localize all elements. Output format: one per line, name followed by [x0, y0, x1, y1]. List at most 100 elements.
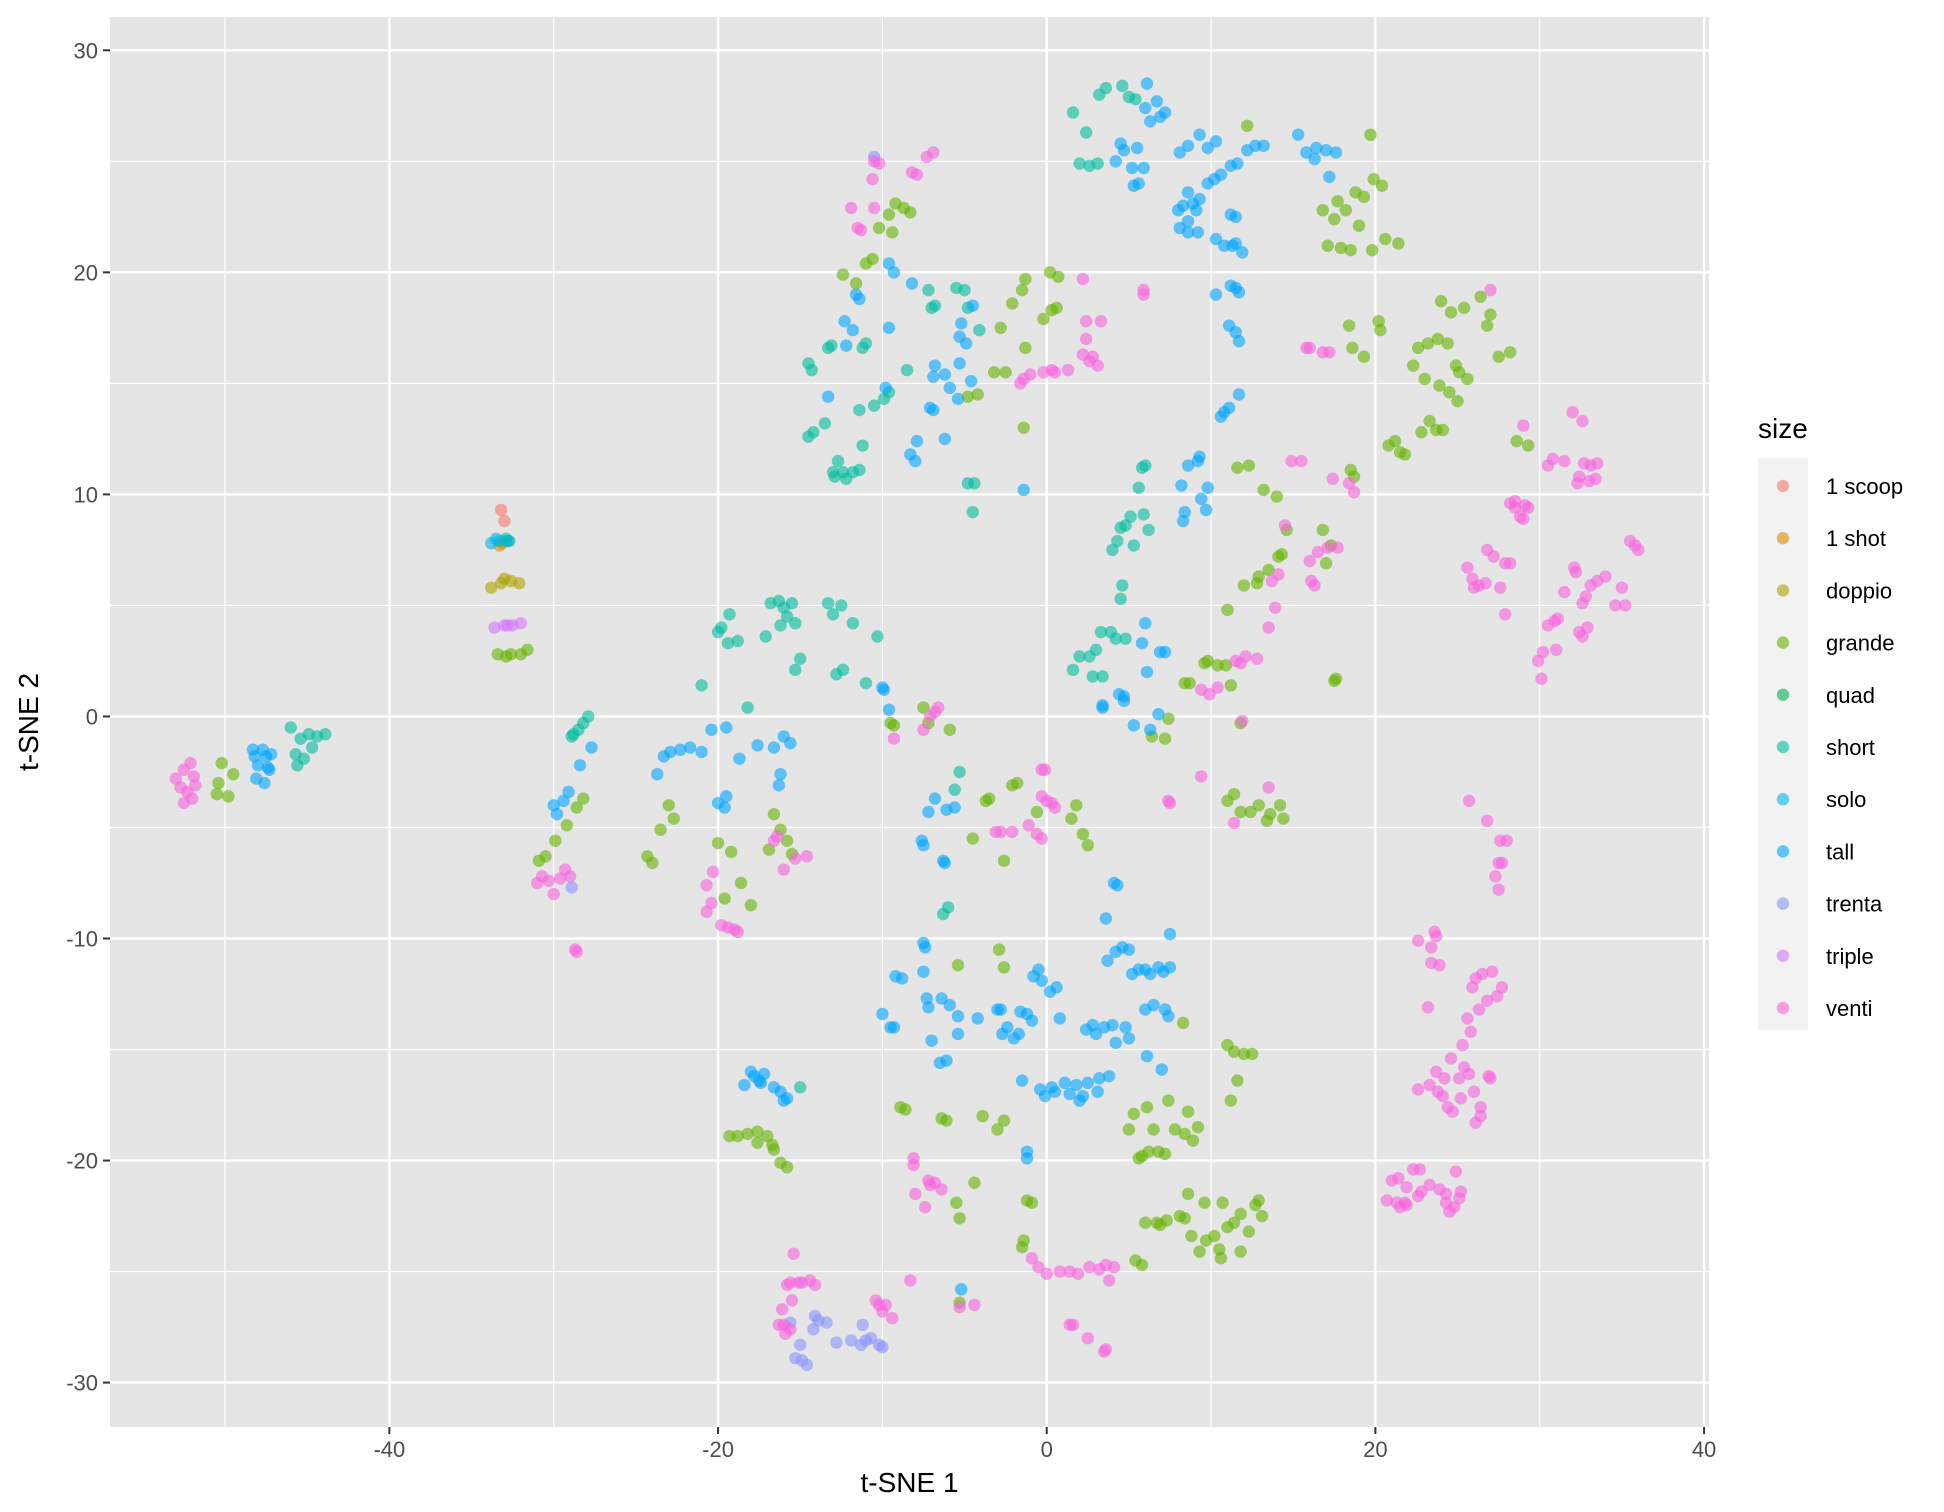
data-point	[1411, 1083, 1425, 1096]
legend-key	[1776, 740, 1790, 754]
data-point	[966, 505, 979, 519]
data-point	[1127, 539, 1141, 552]
data-point	[1079, 126, 1093, 139]
data-point	[895, 972, 909, 985]
data-point	[968, 1298, 981, 1312]
data-point	[784, 1323, 797, 1336]
data-point	[662, 799, 675, 812]
data-point	[1421, 1001, 1435, 1014]
data-point	[1224, 1094, 1237, 1107]
data-point	[1162, 1094, 1175, 1107]
legend-key	[1776, 949, 1790, 962]
data-point	[1020, 1152, 1034, 1165]
data-point	[943, 998, 956, 1012]
data-point	[1231, 157, 1244, 170]
data-point	[1599, 570, 1612, 583]
data-point	[718, 801, 731, 814]
data-point	[1209, 232, 1223, 246]
data-point	[1122, 1032, 1136, 1045]
data-point	[1175, 479, 1188, 492]
data-point	[1551, 612, 1565, 625]
data-point	[1140, 665, 1154, 679]
data-point	[1257, 483, 1270, 497]
data-point	[1096, 670, 1109, 683]
data-point	[1229, 210, 1242, 224]
y-tick-label: -30	[66, 1371, 98, 1396]
data-point	[733, 752, 746, 765]
data-point	[1066, 106, 1080, 119]
data-point	[922, 805, 935, 819]
data-point	[856, 439, 869, 452]
data-point	[585, 741, 598, 754]
data-point	[1117, 144, 1131, 157]
data-point	[846, 323, 860, 337]
data-point	[1198, 656, 1211, 670]
data-point	[1119, 632, 1132, 645]
data-point	[780, 610, 794, 623]
data-point	[1152, 708, 1165, 721]
data-point	[774, 767, 787, 781]
data-point	[955, 1283, 968, 1296]
data-point	[1117, 694, 1131, 708]
data-point	[1227, 816, 1241, 830]
data-point	[1006, 297, 1019, 310]
data-point	[1163, 927, 1177, 941]
data-point	[1453, 1072, 1466, 1085]
data-point	[521, 643, 534, 657]
data-point	[1083, 1260, 1096, 1274]
data-point	[859, 1334, 873, 1347]
data-point	[1019, 341, 1032, 355]
data-point	[1198, 1196, 1211, 1209]
data-point	[184, 756, 197, 770]
data-point	[1073, 650, 1086, 663]
data-point	[771, 830, 784, 843]
data-point	[1311, 545, 1325, 559]
data-point	[938, 432, 952, 446]
x-tick-label: 20	[1363, 1437, 1387, 1462]
data-point	[1076, 1089, 1090, 1103]
data-point	[1099, 912, 1113, 925]
data-point	[565, 881, 578, 894]
data-point	[1125, 161, 1139, 175]
data-point	[1346, 341, 1359, 355]
data-point	[1132, 1152, 1145, 1165]
data-point	[498, 514, 511, 528]
data-point	[1300, 146, 1313, 159]
data-point	[787, 1247, 800, 1261]
data-point	[751, 1125, 764, 1138]
data-point	[1038, 1089, 1052, 1103]
data-point	[1241, 119, 1254, 133]
data-point	[1019, 272, 1032, 286]
data-point	[1193, 1245, 1206, 1258]
data-point	[1001, 1021, 1014, 1034]
data-point	[1114, 592, 1127, 605]
data-point	[1321, 239, 1334, 252]
data-point	[1462, 1067, 1476, 1081]
data-point	[1364, 128, 1377, 141]
data-point	[1209, 288, 1223, 301]
data-point	[646, 856, 659, 870]
data-point	[917, 701, 930, 714]
data-point	[915, 834, 929, 847]
data-point	[1482, 1069, 1495, 1083]
data-point	[738, 1078, 751, 1092]
legend-key	[1776, 897, 1790, 910]
data-point	[1158, 1003, 1172, 1016]
data-point	[820, 1316, 833, 1329]
data-point	[1229, 654, 1242, 668]
data-point	[1127, 1107, 1141, 1121]
data-point	[1242, 1225, 1256, 1238]
data-point	[828, 470, 841, 483]
data-point	[570, 945, 583, 959]
data-point	[971, 388, 984, 401]
data-point	[950, 1196, 963, 1209]
data-point	[1232, 388, 1246, 401]
data-point	[1480, 319, 1494, 332]
data-point	[189, 779, 202, 792]
data-point	[1181, 1187, 1195, 1201]
legend-label: doppio	[1826, 578, 1892, 603]
data-point	[1025, 1014, 1039, 1027]
data-point	[1181, 226, 1195, 239]
data-point	[785, 597, 799, 610]
